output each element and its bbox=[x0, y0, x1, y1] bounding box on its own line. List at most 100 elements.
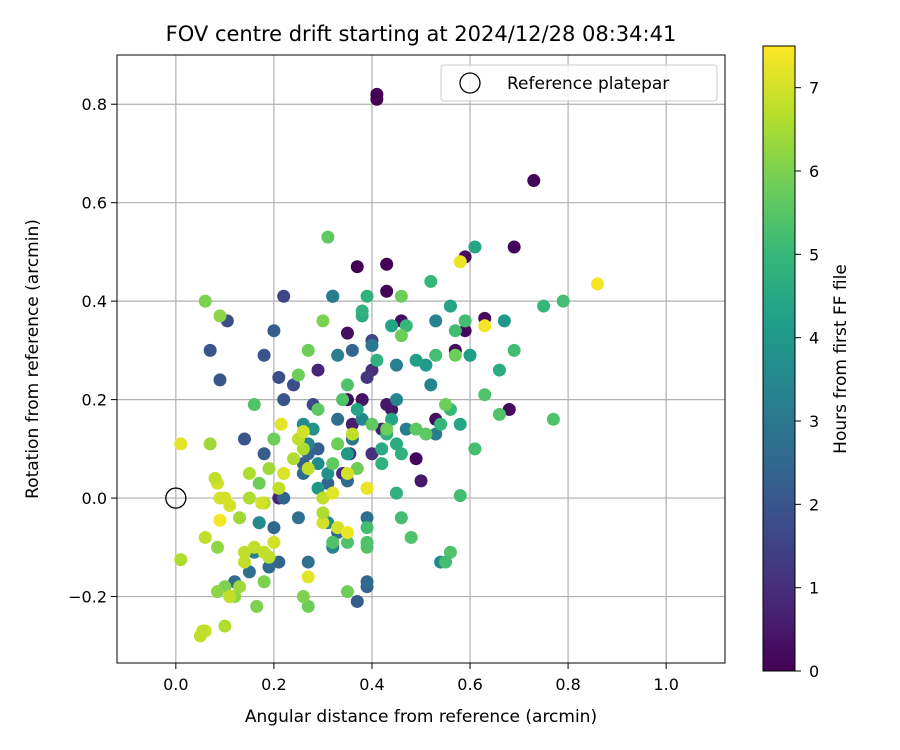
data-point bbox=[211, 585, 225, 599]
data-point bbox=[252, 476, 266, 490]
reference-platepar-marker bbox=[165, 487, 187, 509]
data-point bbox=[331, 437, 345, 451]
legend-box bbox=[440, 64, 718, 102]
data-point bbox=[247, 398, 261, 412]
data-point bbox=[296, 590, 310, 604]
data-point bbox=[355, 393, 369, 407]
data-point bbox=[419, 358, 433, 372]
data-point bbox=[546, 412, 560, 426]
data-point bbox=[237, 432, 251, 446]
data-point bbox=[242, 466, 256, 480]
data-point bbox=[345, 343, 359, 357]
data-point bbox=[537, 299, 551, 313]
data-point bbox=[331, 412, 345, 426]
data-point bbox=[365, 338, 379, 352]
data-point bbox=[321, 466, 335, 480]
data-point bbox=[233, 580, 247, 594]
data-point bbox=[556, 294, 570, 308]
data-point bbox=[311, 457, 325, 471]
data-point bbox=[360, 521, 374, 535]
data-point bbox=[277, 289, 291, 303]
data-point bbox=[385, 412, 399, 426]
x-tick-label: 1.0 bbox=[653, 675, 678, 694]
data-point bbox=[257, 575, 271, 589]
data-point bbox=[267, 324, 281, 338]
data-point bbox=[468, 442, 482, 456]
data-point bbox=[250, 599, 264, 613]
data-point bbox=[399, 319, 413, 333]
data-point bbox=[211, 540, 225, 554]
data-point bbox=[458, 314, 472, 328]
data-point bbox=[287, 452, 301, 466]
colorbar: 0 1 2 3 4 5 6 7 Hours from first FF file bbox=[762, 45, 851, 681]
data-point bbox=[311, 442, 325, 456]
data-point bbox=[448, 324, 462, 338]
data-point bbox=[223, 498, 237, 512]
data-point bbox=[424, 274, 438, 288]
data-point bbox=[468, 240, 482, 254]
data-point bbox=[326, 535, 340, 549]
y-tick-label: −0.2 bbox=[68, 588, 107, 607]
y-tick-label: 0.2 bbox=[82, 391, 107, 410]
data-point bbox=[350, 594, 364, 608]
y-tick-label: 0.0 bbox=[82, 489, 107, 508]
legend-label: Reference platepar bbox=[507, 74, 669, 94]
data-point bbox=[527, 174, 541, 188]
data-point bbox=[350, 260, 364, 274]
data-point bbox=[262, 462, 276, 476]
data-point bbox=[434, 417, 448, 431]
data-point bbox=[502, 402, 516, 416]
colorbar-tick-label: 5 bbox=[809, 245, 819, 264]
data-point bbox=[399, 422, 413, 436]
data-point bbox=[213, 513, 227, 527]
data-point bbox=[174, 437, 188, 451]
data-point bbox=[301, 462, 315, 476]
data-point bbox=[301, 343, 315, 357]
data-point bbox=[321, 230, 335, 244]
x-axis-label: Angular distance from reference (arcmin) bbox=[245, 707, 597, 727]
data-point bbox=[360, 575, 374, 589]
data-point bbox=[301, 599, 315, 613]
data-point bbox=[340, 326, 354, 340]
data-point bbox=[291, 511, 305, 525]
data-point bbox=[350, 462, 364, 476]
data-point bbox=[443, 545, 457, 559]
data-point bbox=[272, 555, 286, 569]
data-point bbox=[365, 447, 379, 461]
data-point bbox=[267, 535, 281, 549]
data-point bbox=[443, 299, 457, 313]
data-point bbox=[272, 370, 286, 384]
data-point bbox=[404, 530, 418, 544]
data-point bbox=[394, 447, 408, 461]
colorbar-tick-label: 4 bbox=[809, 329, 819, 348]
data-point bbox=[409, 422, 423, 436]
data-point bbox=[326, 486, 340, 500]
data-point bbox=[463, 348, 477, 362]
data-point bbox=[203, 343, 217, 357]
colorbar-tick-label: 1 bbox=[809, 579, 819, 598]
data-point bbox=[277, 393, 291, 407]
data-point bbox=[255, 496, 269, 510]
x-tick-label: 0.2 bbox=[261, 675, 286, 694]
data-point bbox=[340, 447, 354, 461]
data-point bbox=[237, 545, 251, 559]
data-point bbox=[389, 393, 403, 407]
data-point bbox=[336, 393, 350, 407]
data-point bbox=[213, 373, 227, 387]
data-point bbox=[380, 284, 394, 298]
data-point bbox=[326, 289, 340, 303]
grid bbox=[117, 55, 725, 663]
data-point bbox=[370, 353, 384, 367]
data-point bbox=[247, 540, 261, 554]
data-point bbox=[287, 378, 301, 392]
data-point bbox=[380, 257, 394, 271]
data-point bbox=[316, 506, 330, 520]
data-point bbox=[360, 370, 374, 384]
data-point bbox=[311, 402, 325, 416]
colorbar-label: Hours from first FF file bbox=[831, 264, 851, 454]
data-point bbox=[340, 526, 354, 540]
data-point bbox=[196, 624, 210, 638]
data-point bbox=[203, 437, 217, 451]
data-point bbox=[340, 535, 354, 549]
